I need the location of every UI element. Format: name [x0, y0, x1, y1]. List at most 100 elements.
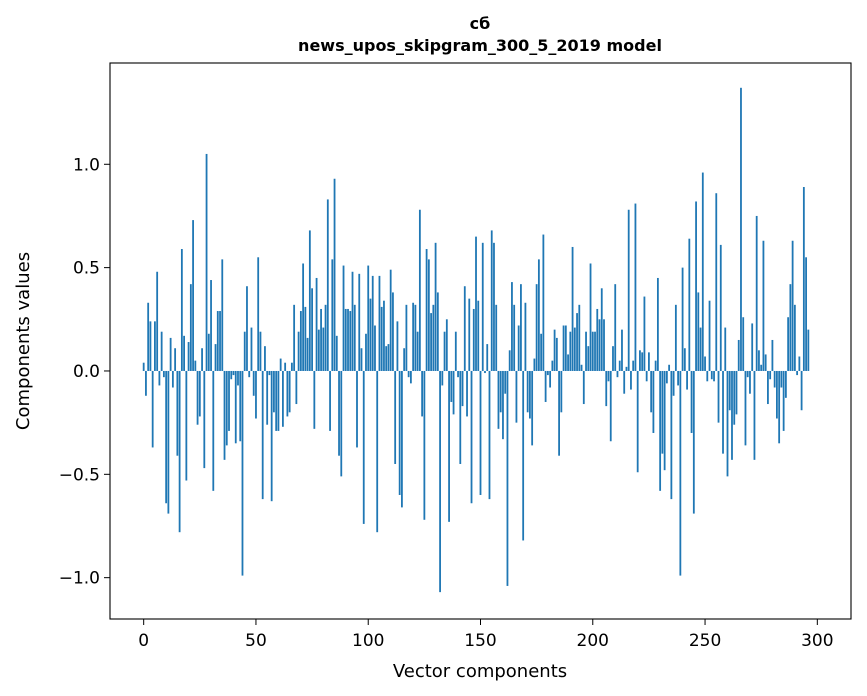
bar-224 [645, 370, 648, 382]
bar-158 [497, 370, 500, 429]
bar-37 [225, 370, 228, 446]
bar-50 [255, 370, 257, 419]
bar-172 [529, 370, 531, 419]
bar-260 [726, 370, 729, 477]
chart-subtitle: news_upos_skipgram_300_5_2019 model [298, 36, 662, 55]
bar-4 [151, 370, 154, 448]
bar-228 [654, 360, 657, 371]
bar-210 [614, 284, 617, 371]
bar-87 [338, 370, 340, 456]
bar-42 [237, 370, 239, 386]
x-tick-label-150: 150 [464, 631, 496, 651]
bar-106 [380, 306, 383, 371]
bar-259 [724, 327, 727, 371]
bar-56 [268, 370, 271, 376]
bar-67 [293, 304, 296, 371]
bar-205 [603, 319, 605, 371]
bar-177 [540, 333, 543, 371]
bar-104 [376, 370, 379, 533]
bar-99 [365, 333, 367, 371]
bar-239 [679, 370, 682, 576]
bar-233 [665, 370, 668, 384]
bar-58 [273, 370, 275, 413]
bar-105 [378, 275, 381, 371]
bar-0 [142, 362, 145, 371]
bar-14 [174, 348, 177, 371]
x-tick-label-50: 50 [245, 631, 267, 651]
bar-244 [690, 370, 693, 433]
bar-116 [403, 348, 406, 371]
bar-219 [634, 203, 637, 371]
bar-218 [632, 360, 635, 371]
bar-34 [219, 311, 221, 371]
bar-160 [502, 370, 504, 440]
bar-187 [562, 325, 565, 371]
bars-group [142, 87, 810, 593]
bar-115 [401, 370, 403, 508]
bar-229 [656, 277, 659, 371]
bar-215 [625, 366, 628, 371]
bar-41 [234, 370, 237, 444]
bar-258 [722, 370, 724, 454]
bar-90 [344, 308, 347, 371]
bar-161 [504, 370, 507, 394]
bar-120 [412, 302, 415, 371]
bar-89 [342, 265, 345, 371]
bar-78 [317, 329, 320, 371]
bar-52 [259, 331, 262, 371]
bar-279 [769, 370, 772, 380]
bar-7 [158, 370, 161, 386]
bar-107 [383, 300, 385, 371]
bar-186 [560, 370, 563, 413]
bar-262 [731, 370, 733, 460]
bar-249 [701, 172, 704, 371]
bar-55 [266, 370, 269, 425]
bar-202 [596, 308, 599, 371]
bar-5 [154, 321, 156, 371]
bar-71 [302, 263, 305, 371]
bar-24 [196, 370, 199, 425]
bar-46 [246, 286, 248, 371]
bar-183 [553, 329, 556, 371]
bar-257 [719, 244, 722, 371]
bar-38 [228, 370, 230, 431]
bar-238 [677, 370, 679, 386]
bar-109 [387, 344, 390, 371]
bar-117 [405, 304, 408, 371]
bar-237 [674, 304, 677, 371]
bar-113 [396, 321, 399, 371]
bar-80 [322, 327, 325, 371]
bar-196 [582, 370, 585, 405]
bar-275 [760, 364, 763, 371]
bar-173 [531, 370, 534, 446]
bar-73 [306, 337, 309, 371]
bar-132 [439, 370, 441, 593]
bar-195 [580, 364, 583, 371]
bar-243 [688, 238, 691, 371]
bar-181 [549, 370, 552, 388]
bar-6 [156, 271, 159, 371]
bar-192 [573, 327, 576, 371]
bar-30 [210, 280, 212, 371]
bar-45 [243, 331, 246, 371]
bar-293 [800, 370, 803, 411]
bar-170 [524, 302, 527, 371]
bar-16 [178, 370, 181, 533]
bar-17 [180, 249, 183, 371]
y-axis: −1.0 −0.5 0.0 0.5 1.0 [59, 155, 110, 589]
bar-124 [421, 370, 424, 417]
bar-68 [295, 370, 298, 405]
bar-164 [511, 282, 513, 371]
x-tick-label-200: 200 [577, 631, 609, 651]
bar-84 [331, 259, 334, 371]
bar-118 [407, 370, 410, 378]
bar-139 [454, 331, 457, 371]
bar-31 [212, 370, 215, 491]
bar-147 [472, 308, 475, 371]
bar-281 [773, 370, 776, 388]
bar-49 [252, 370, 255, 396]
bar-273 [755, 215, 758, 371]
bar-21 [189, 284, 192, 371]
bar-111 [392, 292, 394, 371]
bar-162 [506, 370, 509, 586]
